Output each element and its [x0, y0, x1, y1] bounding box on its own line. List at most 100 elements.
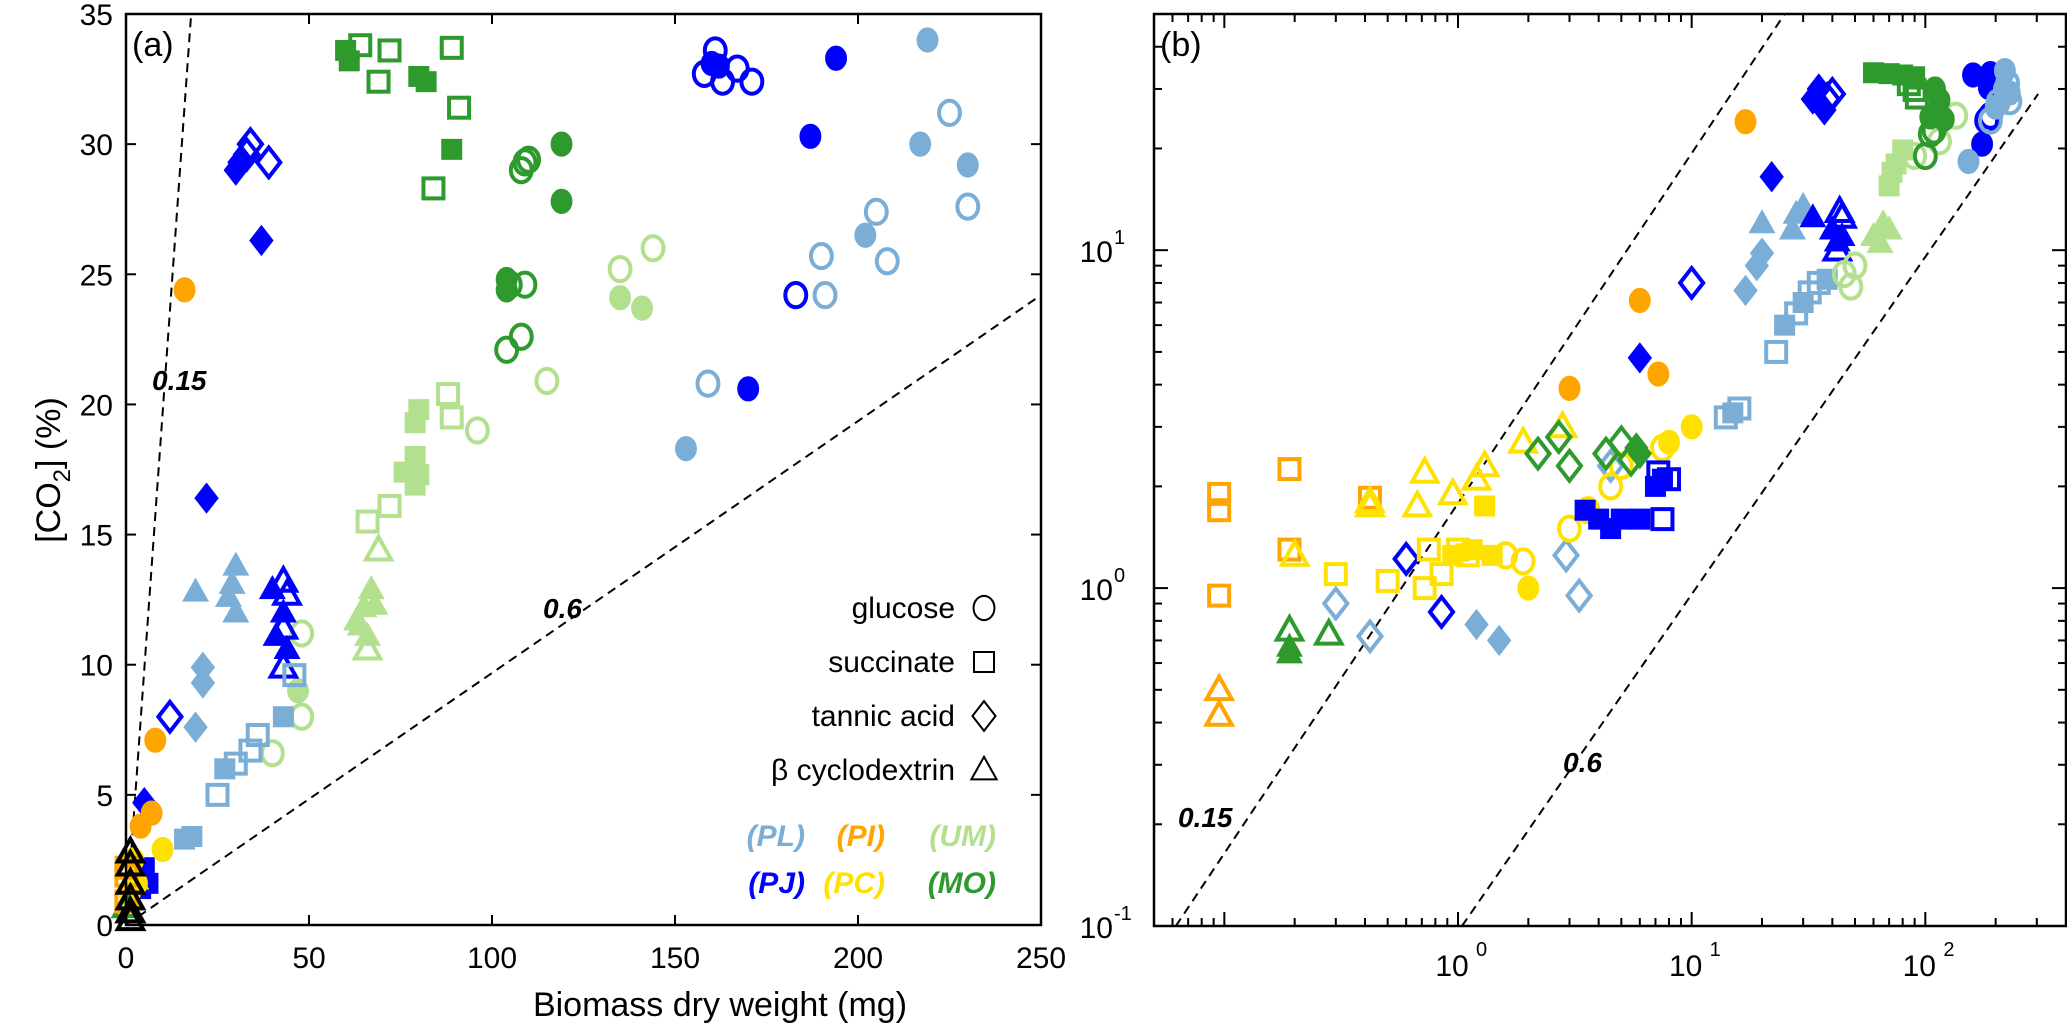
- x-tick-label: 0: [118, 942, 135, 975]
- data-point: [739, 67, 765, 96]
- series-MO-glucose-filled: [1919, 76, 1955, 132]
- data-point: [1555, 447, 1584, 484]
- data-point: [1608, 451, 1634, 480]
- legend-diamond-icon: [971, 699, 997, 733]
- data-point: [1812, 94, 1837, 126]
- series-MO-tannic-acid-open: [1523, 418, 1646, 484]
- ref-line-015: [125, 13, 193, 926]
- data-point: [151, 836, 174, 863]
- data-point: [238, 738, 263, 763]
- data-point: [272, 706, 294, 728]
- series-PL-glucose-open: [1978, 69, 2023, 135]
- origin-cluster: [114, 834, 147, 932]
- data-point: [1207, 498, 1232, 523]
- y-axis-title-sub: 2: [49, 469, 76, 482]
- data-point: [1464, 608, 1489, 641]
- data-point: [1558, 375, 1581, 401]
- data-point: [377, 493, 402, 518]
- data-point: [631, 295, 654, 321]
- data-point: [737, 376, 760, 402]
- data-point: [1598, 472, 1624, 501]
- y-axis-title: [CO2] (%): [30, 397, 76, 543]
- data-point: [508, 322, 534, 351]
- ref-line-06: [1461, 93, 2039, 927]
- data-point: [1510, 547, 1536, 576]
- ref-line-label-015-a: 0.15: [152, 365, 207, 396]
- y-tick-label: 10: [1080, 236, 1113, 269]
- series-PC-glucose-open: [1493, 433, 1675, 576]
- data-point: [1486, 624, 1512, 657]
- panel-b-label: (b): [1160, 26, 1202, 64]
- y-tick-label: 15: [80, 520, 113, 553]
- legend: glucose succinate tannic acid β cyclodextri…: [771, 592, 999, 787]
- series-PJ-glucose-open: [691, 36, 809, 310]
- x-tick-label: 150: [650, 942, 700, 975]
- svg-text:[CO2] (%): [CO2] (%): [30, 397, 76, 543]
- data-point: [1517, 575, 1540, 601]
- species-label-MO: (MO): [928, 867, 996, 900]
- data-point: [1436, 476, 1469, 506]
- data-point: [1733, 274, 1758, 307]
- data-point: [1759, 161, 1784, 193]
- series-PI-glucose-filled: [1558, 109, 1757, 401]
- series-UM-succinate-open: [355, 382, 464, 534]
- data-point: [1275, 639, 1303, 664]
- data-point: [1629, 508, 1651, 530]
- data-point: [1680, 414, 1703, 440]
- data-point: [1460, 461, 1493, 491]
- x-tick-label-exponent: 1: [1710, 939, 1721, 961]
- series-UM-glucose-open: [259, 234, 666, 768]
- data-point: [447, 95, 472, 120]
- data-point: [366, 69, 391, 94]
- series-UM-glucose-open: [1831, 101, 1969, 301]
- series-UM-beta-cyclodextrin-filled: [343, 575, 389, 646]
- data-point: [1749, 237, 1775, 269]
- data-point: [550, 131, 573, 157]
- y-tick-label: 10: [1080, 574, 1113, 607]
- data-point: [245, 722, 270, 747]
- panel-a: 0 50 100 150 200 250 0 5 10 15 20 25 30 35 (a) 0.15 0…: [80, 0, 1066, 975]
- panel-a-frame: [124, 12, 1043, 927]
- data-point: [190, 667, 216, 699]
- series-PJ-tannic-acid-filled: [132, 146, 274, 819]
- y-tick-label: 10: [1080, 912, 1113, 945]
- data-point: [114, 866, 147, 895]
- data-point: [1312, 616, 1345, 646]
- data-point: [1375, 568, 1400, 593]
- data-point: [173, 277, 196, 303]
- data-point: [222, 598, 250, 623]
- data-point: [854, 222, 877, 248]
- data-point: [464, 416, 490, 445]
- data-point: [1429, 562, 1454, 587]
- data-point: [357, 575, 385, 600]
- data-point: [377, 38, 402, 63]
- data-point: [1323, 562, 1348, 587]
- data-point: [355, 509, 380, 534]
- data-point: [1321, 585, 1350, 622]
- data-point: [494, 335, 520, 364]
- data-point: [1401, 488, 1434, 518]
- legend-label-diamond: tannic acid: [812, 700, 955, 733]
- data-point: [351, 631, 384, 661]
- data-point: [140, 800, 163, 826]
- series-PJ-beta-cyclodextrin-open: [1821, 194, 1859, 262]
- series-PL-beta-cyclodextrin-filled: [182, 551, 250, 623]
- data-point: [439, 405, 464, 430]
- data-point: [1957, 148, 1980, 175]
- species-label-PI: (PI): [837, 820, 885, 853]
- data-point: [607, 254, 633, 284]
- data-point: [1875, 215, 1903, 240]
- x-axis-title: Biomass dry weight (mg): [533, 986, 907, 1024]
- data-point: [1207, 481, 1232, 506]
- series-UM-beta-cyclodextrin-filled: [1859, 209, 1903, 253]
- data-point: [1734, 109, 1757, 135]
- data-point: [695, 369, 721, 398]
- data-point: [114, 881, 147, 911]
- data-point: [1658, 429, 1680, 455]
- data-point: [269, 598, 297, 623]
- series-PC-beta-cyclodextrin-open: [1278, 409, 1579, 567]
- data-point: [282, 663, 307, 688]
- data-point: [955, 192, 981, 221]
- data-point: [808, 241, 834, 271]
